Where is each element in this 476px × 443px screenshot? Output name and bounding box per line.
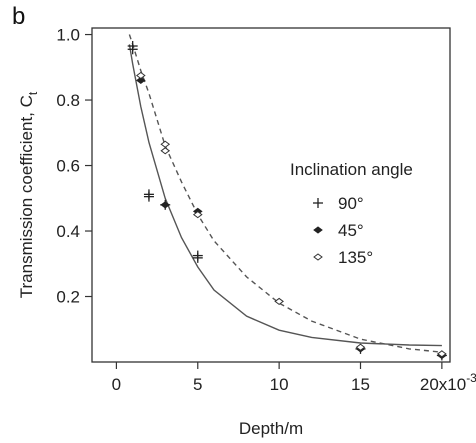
x-tick-label-text: 5 <box>193 375 202 394</box>
data-points <box>127 41 447 361</box>
x-tick-label: 10 <box>270 375 289 394</box>
legend-marker-open-diamond <box>313 253 323 261</box>
data-point-plus <box>143 189 154 200</box>
x-tick-label-text: 20x10 <box>420 375 466 394</box>
x-tick-label: 0 <box>112 375 121 394</box>
x-tick-exponent: -3 <box>466 371 476 385</box>
data-point-plus <box>192 250 203 261</box>
legend-entries: 90° 45° 135° <box>313 194 373 267</box>
fit-curve-solid <box>128 44 442 347</box>
panel-label: b <box>12 3 25 30</box>
fit-curves <box>128 34 442 353</box>
y-axis-title-main: Transmission coefficient, C <box>17 95 36 298</box>
x-tick-label: 20x10-3 <box>420 371 476 394</box>
data-point-open-diamond <box>355 343 366 351</box>
x-axis-title: Depth/m <box>239 419 303 438</box>
data-point-open-diamond <box>437 350 447 358</box>
y-tick-label: 0.8 <box>56 91 80 110</box>
fit-curve-dashed <box>128 34 442 353</box>
y-axis-title-subscript: t <box>26 91 40 95</box>
data-point-open-diamond <box>160 147 171 155</box>
legend-entry-label: 135° <box>338 248 373 267</box>
plot-frame <box>91 27 451 363</box>
legend-marker-filled-diamond <box>313 226 323 234</box>
data-point-plus <box>127 41 138 52</box>
data-point-open-diamond <box>135 71 146 80</box>
y-axis-ticks: 0.2 0.4 0.6 0.8 1.0 <box>56 26 92 307</box>
data-point-open-diamond <box>192 211 203 219</box>
x-tick-label-text: 0 <box>112 375 121 394</box>
data-point-filled-diamond <box>135 76 146 85</box>
x-tick-label-text: 10 <box>270 375 289 394</box>
legend: Inclination angle 90° 45° 135° <box>290 160 413 267</box>
x-tick-label: 15 <box>351 375 370 394</box>
data-point-open-diamond <box>274 297 284 306</box>
legend-marker-plus <box>313 198 323 208</box>
y-tick-label: 1.0 <box>56 26 80 45</box>
data-point-open-diamond <box>160 140 171 148</box>
y-tick-label: 0.6 <box>56 157 80 176</box>
legend-entry-label: 90° <box>338 194 364 213</box>
y-axis-title: Transmission coefficient, Ct <box>17 91 40 298</box>
y-tick-label: 0.4 <box>56 222 80 241</box>
legend-title: Inclination angle <box>290 160 413 179</box>
x-tick-label-text: 15 <box>351 375 370 394</box>
y-tick-label: 0.2 <box>56 288 80 307</box>
legend-entry-label: 45° <box>338 221 364 240</box>
x-tick-label: 5 <box>193 375 202 394</box>
x-axis-ticks: 0 5 10 15 20x10-3 <box>112 362 476 394</box>
data-point-filled-diamond <box>160 201 171 209</box>
